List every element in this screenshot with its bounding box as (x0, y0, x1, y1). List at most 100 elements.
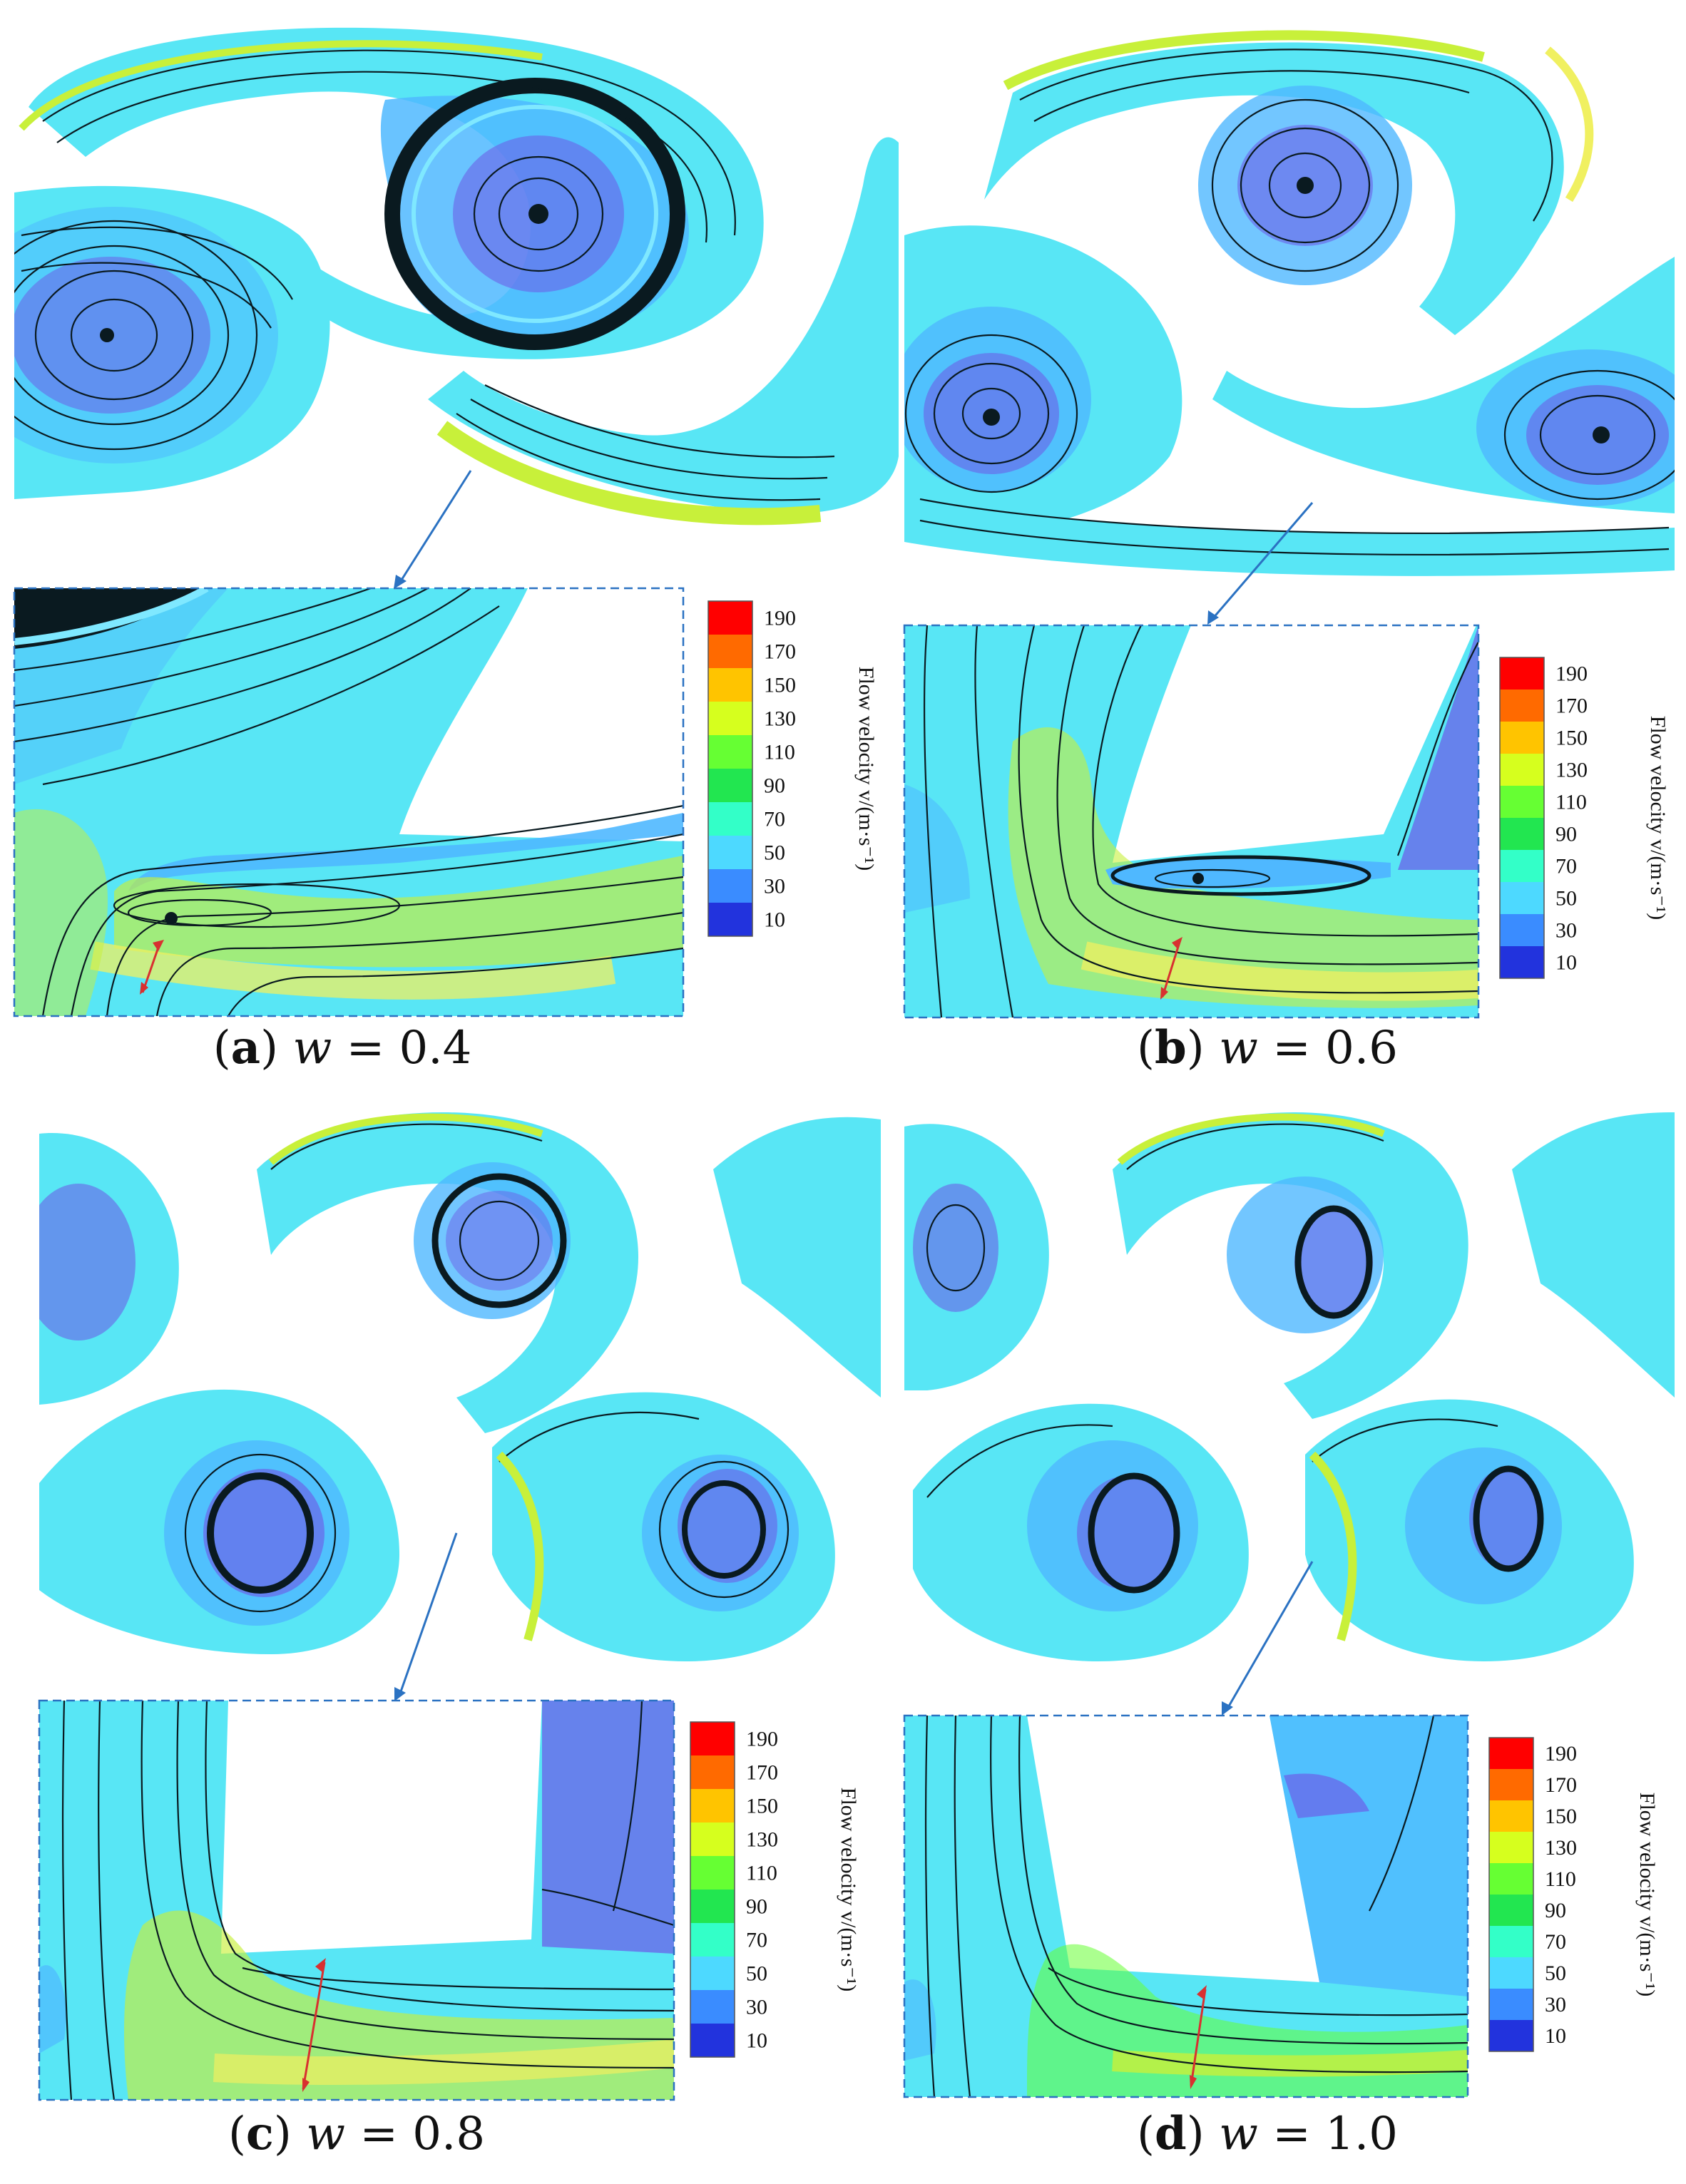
colorbar-b-swatch (1500, 882, 1544, 914)
colorbar-d-tick-label: 30 (1545, 1993, 1566, 2016)
colorbar-c-title: Flow velocity v/(m·s⁻¹) (837, 1788, 860, 1991)
panel-a-overview (14, 27, 899, 526)
colorbar-b-swatch (1500, 850, 1544, 882)
colorbar-a-swatch (708, 601, 752, 635)
panel-b-gap-arrow (1161, 939, 1182, 998)
colorbar-b-tick-label: 10 (1555, 951, 1577, 975)
colorbar-b-swatch (1500, 818, 1544, 850)
colorbar-c-tick-label: 110 (746, 1862, 777, 1885)
colorbar-d-swatch (1489, 1989, 1533, 2020)
caption-a-value: 0.4 (399, 1022, 472, 1075)
colorbar-c-tick-label: 190 (746, 1728, 778, 1751)
colorbar-b-frame (1499, 657, 1545, 979)
colorbar-c-swatch (690, 1755, 735, 1789)
panel-d-inset (904, 1716, 1468, 2097)
colorbar-d-tick-label: 90 (1545, 1899, 1566, 1922)
colorbar-c: 190 170 150 130 110 90 70 50 30 10 Flow velocity v… (690, 1721, 860, 2058)
colorbar-c-swatch (690, 1722, 735, 1755)
colorbars: 190 170 150 130 110 90 70 50 30 10 Flow velocity v… (690, 600, 1670, 2058)
colorbar-a-swatch (708, 836, 752, 869)
caption-b-value: 0.6 (1325, 1022, 1398, 1075)
colorbar-c-tick-label: 70 (746, 1929, 767, 1952)
panel-c-overview (39, 1112, 881, 1661)
colorbar-a-tick-label: 130 (764, 707, 796, 731)
panel-d-leader (1225, 1561, 1314, 1711)
colorbar-a-swatch (708, 802, 752, 836)
colorbar-b-swatch (1500, 914, 1544, 946)
panel-b-inset (904, 625, 1478, 1017)
colorbar-b-tick-label: 70 (1555, 855, 1577, 878)
colorbar-b-tick-label: 110 (1555, 791, 1587, 814)
colorbar-d-title: Flow velocity v/(m·s⁻¹) (1635, 1793, 1659, 1996)
caption-a: (a) w = 0.4 (213, 1021, 472, 1075)
colorbar-a-tick-label: 50 (764, 841, 785, 865)
colorbar-a-tick-label: 30 (764, 875, 785, 898)
colorbar-c-swatch (690, 1822, 735, 1856)
colorbar-a-tick-label: 90 (764, 774, 785, 798)
colorbar-b-tick-label: 30 (1555, 919, 1577, 943)
colorbar-a-title: Flow velocity v/(m·s⁻¹) (854, 667, 878, 871)
panel-a-inset (14, 588, 683, 1016)
colorbar-b-swatch (1500, 946, 1544, 978)
colorbar-a-swatch (708, 869, 752, 903)
caption-c-value: 0.8 (412, 2108, 486, 2160)
panel-d-gap-arrow (1190, 1989, 1207, 2086)
caption-d-variable: w (1219, 2108, 1258, 2160)
panel-c-inset (39, 1701, 674, 2100)
colorbar-b-swatch (1500, 786, 1544, 818)
panel-b-overview (904, 30, 1675, 576)
caption-d-letter: d (1155, 2107, 1187, 2160)
colorbar-d-swatch (1489, 2020, 1533, 2051)
caption-c-variable: w (306, 2108, 345, 2160)
colorbar-b-swatch (1500, 689, 1544, 722)
caption-c: (c) w = 0.8 (228, 2107, 486, 2160)
colorbar-a-swatch (708, 635, 752, 668)
panel-b-leader (1211, 502, 1314, 620)
colorbar-d-swatch (1489, 1832, 1533, 1863)
colorbar-c-tick-label: 150 (746, 1795, 778, 1818)
colorbar-a-tick-label: 10 (764, 908, 785, 932)
colorbar-c-swatch (690, 1923, 735, 1957)
caption-a-variable: w (292, 1022, 332, 1075)
colorbar-b-swatch (1500, 754, 1544, 786)
colorbar-a-tick-label: 70 (764, 808, 785, 831)
colorbar-c-swatch (690, 1856, 735, 1890)
colorbar-c-tick-label: 130 (746, 1828, 778, 1852)
colorbar-b-tick-label: 190 (1555, 662, 1588, 686)
colorbar-d-swatch (1489, 1895, 1533, 1926)
colorbar-a-swatch (708, 735, 752, 769)
colorbar-d-swatch (1489, 1800, 1533, 1832)
colorbar-d-tick-label: 170 (1545, 1773, 1577, 1797)
colorbar-d-tick-label: 190 (1545, 1742, 1577, 1765)
colorbar-a-frame (707, 600, 753, 937)
colorbar-c-swatch (690, 1957, 735, 1990)
colorbar-c-tick-label: 10 (746, 2029, 767, 2053)
caption-a-letter: a (230, 1021, 261, 1075)
panel-d-inset-frame (903, 1714, 1469, 2098)
colorbar-a-tick-label: 190 (764, 607, 796, 630)
colorbar-b-tick-label: 150 (1555, 727, 1588, 750)
colorbar-b: 190 170 150 130 110 90 70 50 30 10 Flow velocity v… (1499, 657, 1670, 979)
colorbar-a-swatch (708, 769, 752, 802)
colorbar-d: 190 170 150 130 110 90 70 50 30 10 Flow velocity v… (1488, 1737, 1659, 2052)
caption-d-value: 1.0 (1325, 2108, 1398, 2160)
colorbar-b-tick-label: 90 (1555, 823, 1577, 846)
panel-c-inset-frame (38, 1699, 675, 2101)
colorbar-c-frame (690, 1721, 735, 2058)
colorbar-a-swatch (708, 903, 752, 936)
colorbar-d-swatch (1489, 1769, 1533, 1800)
colorbar-d-tick-label: 110 (1545, 1867, 1576, 1891)
panel-d-overview (904, 1112, 1675, 1661)
caption-d: (d) w = 1.0 (1137, 2107, 1398, 2160)
colorbar-a: 190 170 150 130 110 90 70 50 30 10 Flow velocity v… (707, 600, 878, 937)
colorbar-c-swatch (690, 1789, 735, 1822)
colorbar-d-tick-label: 50 (1545, 1962, 1566, 1985)
colorbar-d-frame (1488, 1737, 1534, 2052)
colorbar-c-tick-label: 30 (746, 1996, 767, 2019)
colorbar-a-swatch (708, 702, 752, 735)
colorbar-a-tick-label: 110 (764, 741, 795, 764)
caption-b-letter: b (1155, 1021, 1187, 1075)
colorbar-a-swatch (708, 668, 752, 702)
colorbar-c-swatch (690, 1890, 735, 1923)
colorbar-b-tick-label: 170 (1555, 694, 1588, 718)
